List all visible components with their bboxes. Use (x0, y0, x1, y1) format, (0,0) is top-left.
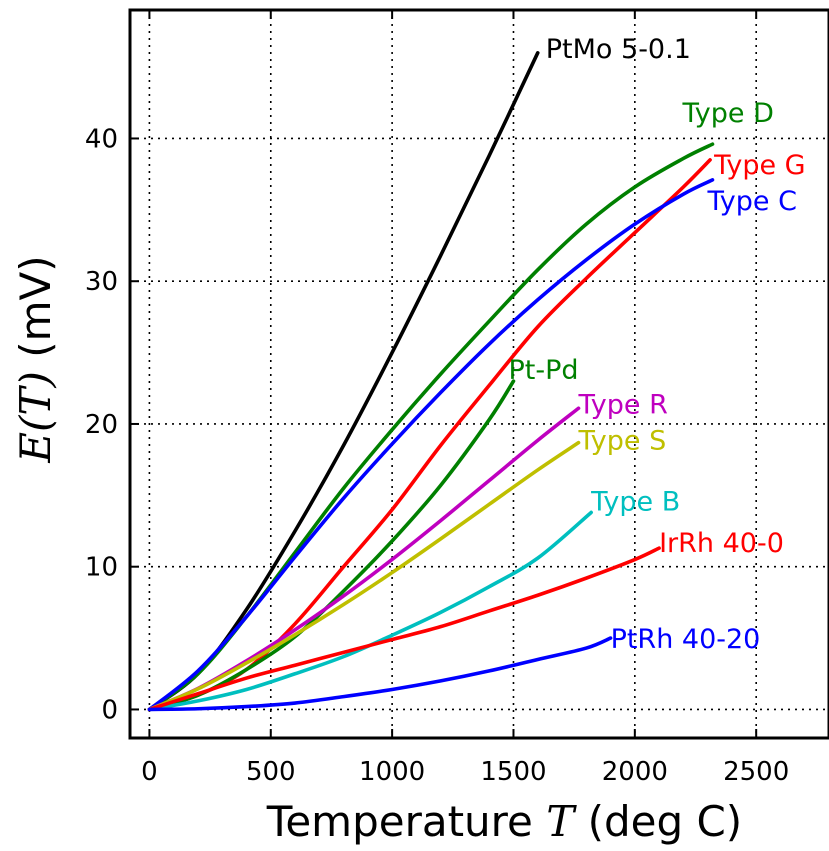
y-tick-label: 30 (85, 267, 118, 297)
series-label-ptrh-40-20: PtRh 40-20 (611, 624, 761, 655)
series-label-type-r: Type R (578, 389, 668, 420)
series-label-pt-pd: Pt-Pd (508, 355, 578, 386)
series-line-ptrh-40-20 (147, 636, 613, 712)
grid (130, 10, 829, 738)
x-axis-ticks: 0 500 1000 1500 2000 2500 (141, 10, 789, 787)
x-tick-label: 500 (246, 757, 296, 787)
series-label-type-b: Type B (590, 486, 680, 517)
series-line-irrh-40-0 (147, 546, 661, 712)
series-label-type-g: Type G (713, 150, 806, 181)
x-tick-label: 0 (141, 757, 158, 787)
y-tick-label: 0 (101, 695, 118, 725)
series-line-type-c (147, 178, 715, 712)
y-tick-label: 40 (85, 124, 118, 154)
y-axis-ticks: 0 10 20 30 40 (85, 124, 139, 725)
series-label-type-s: Type S (578, 426, 667, 457)
series-line-type-s (147, 440, 581, 712)
y-tick-label: 10 (85, 553, 118, 583)
series-label-ptmo-5-0-1: PtMo 5-0.1 (546, 34, 691, 65)
series-line-ptmo-5-0-1 (147, 51, 540, 712)
plot-frame (128, 8, 829, 740)
series-label-type-c: Type C (707, 186, 797, 217)
y-axis-title: E(T) (mV) (11, 255, 60, 463)
y-tick-label: 20 (85, 410, 118, 440)
series-lines (147, 51, 715, 712)
x-tick-label: 1500 (480, 757, 546, 787)
x-tick-label: 2500 (723, 757, 789, 787)
series-label-type-d: Type D (682, 98, 774, 129)
x-tick-label: 1000 (359, 757, 425, 787)
x-tick-label: 2000 (602, 757, 668, 787)
x-axis-title: Temperature T (deg C) (266, 797, 742, 846)
series-label-irrh-40-0: IrRh 40-0 (659, 528, 784, 559)
